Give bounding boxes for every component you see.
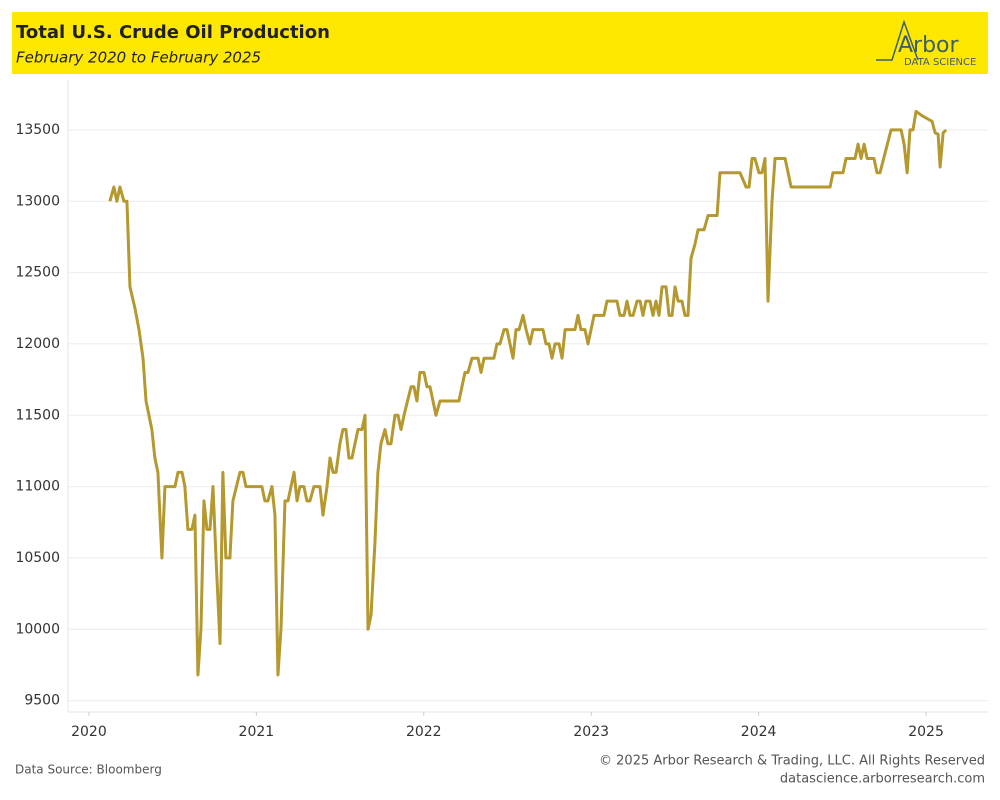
x-tick-label: 2024 (741, 724, 777, 740)
logo-text: Arbor (898, 33, 960, 58)
copyright: © 2025 Arbor Research & Trading, LLC. Al… (599, 754, 985, 769)
logo-mark (876, 19, 919, 61)
y-tick-label: 13000 (15, 193, 60, 209)
x-tick-label: 2020 (71, 724, 107, 740)
source-note: Data Source: Bloomberg (15, 763, 162, 777)
y-tick-label: 11000 (15, 479, 60, 495)
data-line (108, 109, 948, 677)
y-tick-label: 12500 (15, 265, 60, 281)
y-tick-label: 13500 (15, 122, 60, 138)
x-tick-label: 2021 (239, 724, 275, 740)
x-tick-label: 2022 (406, 724, 442, 740)
header-band (12, 12, 988, 74)
y-tick-label: 11500 (15, 407, 60, 423)
y-tick-label: 12000 (15, 336, 60, 352)
y-tick-label: 10000 (15, 621, 60, 637)
website: datascience.arborresearch.com (780, 772, 985, 787)
x-tick-label: 2023 (573, 724, 609, 740)
x-tick-label: 2025 (908, 724, 944, 740)
logo-subtext: DATA SCIENCE (904, 57, 976, 68)
y-tick-label: 9500 (24, 693, 60, 709)
y-tick-label: 10500 (15, 550, 60, 566)
chart-subtitle: February 2020 to February 2025 (16, 49, 261, 67)
chart-title: Total U.S. Crude Oil Production (16, 22, 330, 43)
